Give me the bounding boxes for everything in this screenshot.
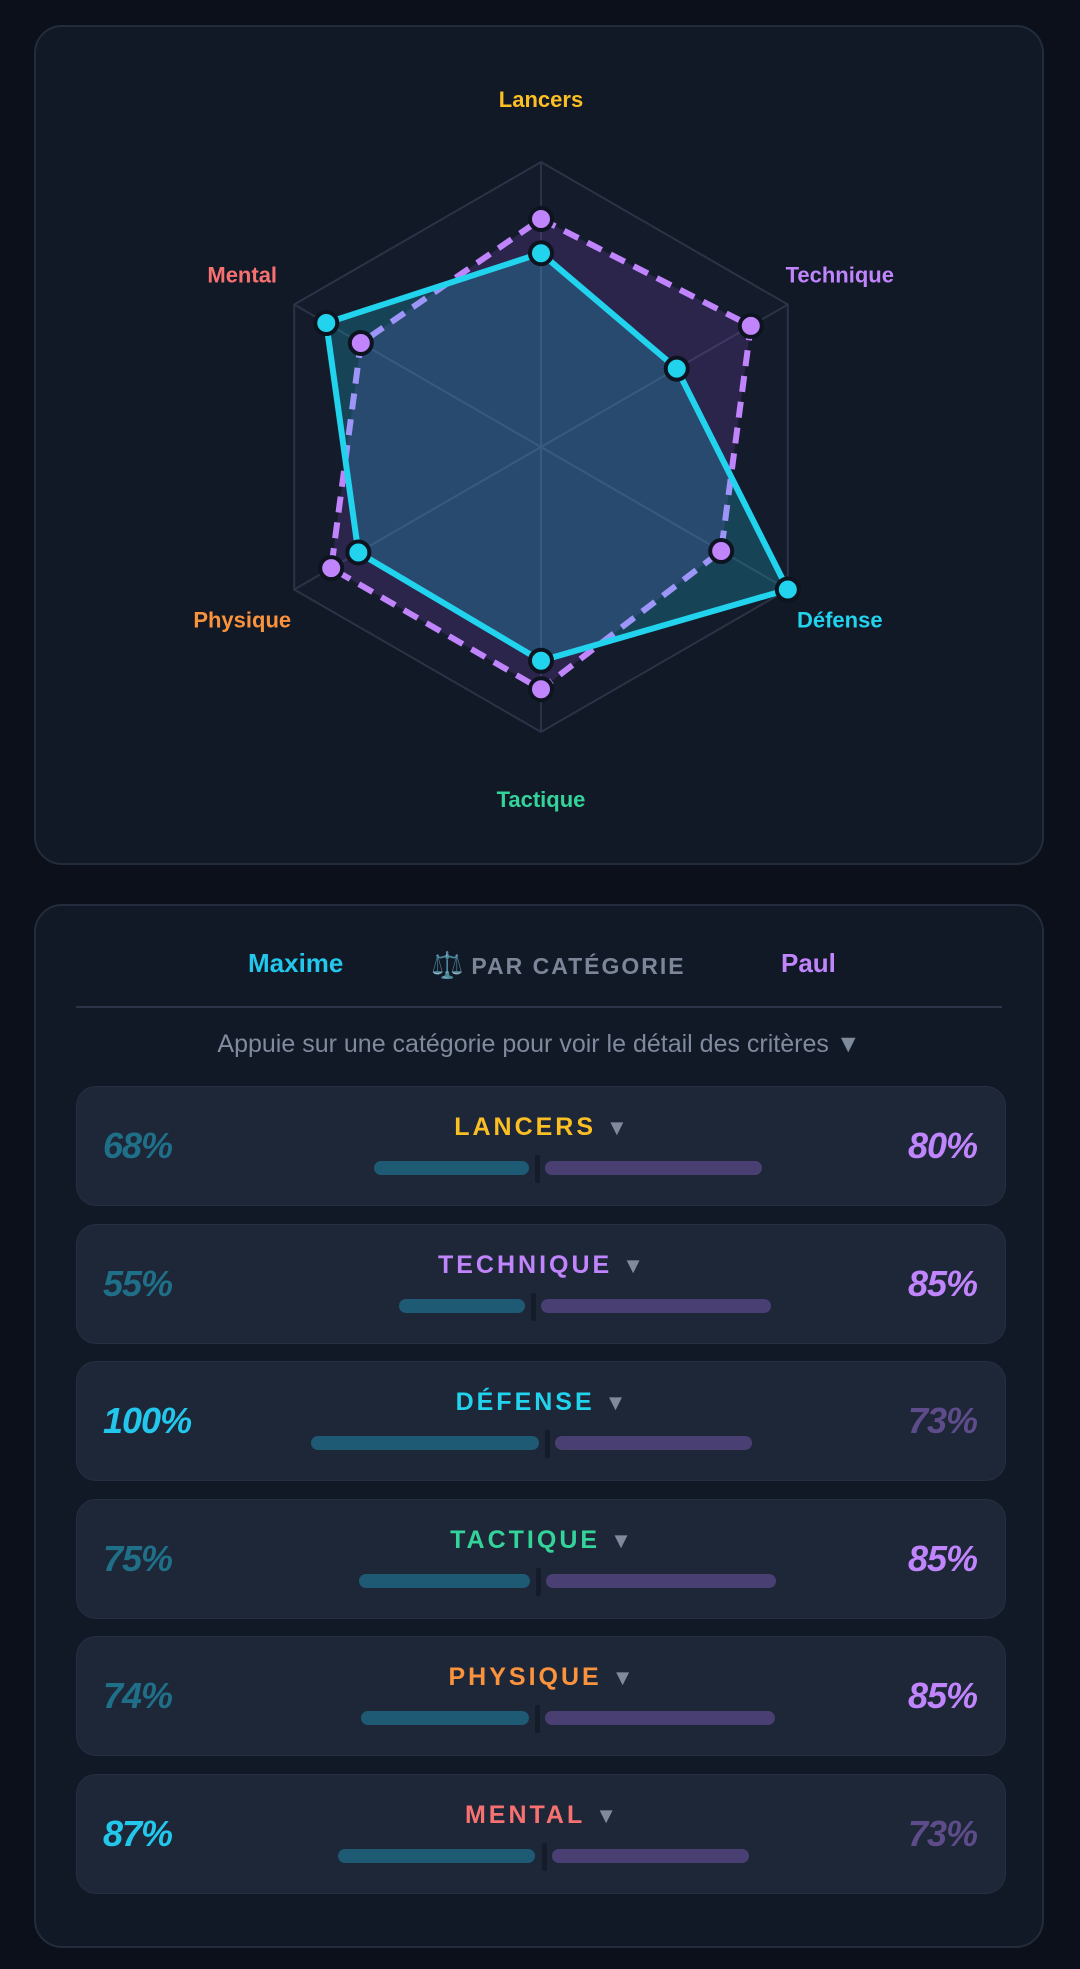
grid-spoke — [540, 446, 789, 591]
right-percentage: 73% — [907, 1400, 978, 1441]
right-percentage: 73% — [907, 1812, 978, 1854]
data-point-paul — [318, 555, 345, 582]
category-name: DÉFENSE — [455, 1388, 595, 1416]
bar-divider — [535, 1567, 541, 1596]
category-row[interactable]: 87% 73% MENTAL ▼ — [76, 1773, 1006, 1894]
data-point-paul — [347, 329, 374, 356]
axis-label-technique: Technique — [786, 263, 894, 288]
right-score-bar — [545, 1573, 776, 1588]
category-label: TACTIQUE ▼ — [77, 1526, 1005, 1555]
section-title: ⚖️ PAR CATÉGORIE — [431, 950, 686, 981]
category-row[interactable]: 100% 73% DÉFENSE ▼ — [76, 1361, 1006, 1481]
data-point-maxime — [528, 240, 554, 267]
left-percentage: 68% — [103, 1125, 173, 1166]
category-label: TECHNIQUE ▼ — [77, 1251, 1005, 1280]
left-percentage: 55% — [103, 1262, 173, 1304]
category-name: LANCERS — [454, 1113, 597, 1141]
data-point-paul — [528, 206, 554, 232]
chevron-down-icon: ▼ — [595, 1802, 618, 1828]
chevron-down-icon: ▼ — [611, 1665, 634, 1690]
bar-divider — [544, 1430, 550, 1458]
axis-label-lancers: Lancers — [499, 87, 583, 112]
data-point-paul — [708, 538, 735, 565]
category-name: TECHNIQUE — [437, 1250, 613, 1279]
category-row[interactable]: 74% 85% PHYSIQUE ▼ — [76, 1636, 1006, 1756]
category-label: MENTAL ▼ — [77, 1801, 1005, 1830]
comparison-card: Maxime ⚖️ PAR CATÉGORIE Paul Appuie sur u… — [34, 904, 1044, 1948]
category-row[interactable]: 68% 80% LANCERS ▼ — [76, 1086, 1006, 1206]
left-score-bar — [399, 1298, 525, 1313]
chevron-down-icon: ▼ — [622, 1252, 644, 1278]
right-score-bar — [540, 1298, 771, 1313]
category-label: DÉFENSE ▼ — [77, 1388, 1005, 1417]
category-name: PHYSIQUE — [448, 1663, 602, 1691]
axis-label-physique: Physique — [193, 608, 291, 633]
right-score-bar — [554, 1436, 753, 1450]
axis-label-défense: Défense — [797, 608, 883, 633]
category-name: MENTAL — [464, 1800, 586, 1829]
right-percentage: 80% — [907, 1125, 978, 1166]
player-left-name: Maxime — [248, 948, 344, 978]
chevron-down-icon: ▼ — [610, 1527, 632, 1553]
left-score-bar — [337, 1848, 536, 1863]
data-point-maxime — [345, 539, 372, 566]
left-percentage: 100% — [103, 1400, 192, 1441]
hint-text: Appuie sur une catégorie pour voir le dé… — [217, 1030, 861, 1058]
axis-label-tactique: Tactique — [497, 787, 586, 812]
right-percentage: 85% — [907, 1675, 978, 1716]
right-score-bar — [545, 1161, 762, 1175]
data-point-paul — [528, 676, 554, 703]
comparison-header: Maxime ⚖️ PAR CATÉGORIE Paul — [76, 906, 1002, 1008]
left-percentage: 74% — [103, 1675, 173, 1716]
left-percentage: 75% — [103, 1537, 173, 1579]
right-score-bar — [545, 1711, 776, 1725]
bar-divider — [535, 1705, 541, 1733]
category-label: PHYSIQUE ▼ — [77, 1663, 1005, 1692]
left-score-bar — [374, 1161, 529, 1175]
section-title-label: PAR CATÉGORIE — [471, 953, 686, 979]
category-name: TACTIQUE — [450, 1525, 601, 1554]
left-percentage: 87% — [103, 1812, 173, 1854]
scale-icon: ⚖️ — [431, 950, 464, 980]
radar-chart: Lancers Technique Défense Tactique Physique M… — [193, 87, 894, 812]
left-score-bar — [358, 1573, 530, 1588]
right-percentage: 85% — [907, 1262, 978, 1304]
data-point-maxime — [528, 647, 554, 674]
category-row[interactable]: 55% 85% TECHNIQUE ▼ — [76, 1223, 1006, 1344]
data-point-paul — [737, 312, 764, 339]
data-point-maxime — [313, 310, 340, 337]
radar-chart-card: Lancers Technique Défense Tactique Physique M… — [34, 25, 1044, 865]
left-score-bar — [311, 1436, 539, 1450]
right-score-bar — [551, 1848, 750, 1863]
left-score-bar — [360, 1711, 530, 1725]
right-percentage: 85% — [907, 1537, 978, 1579]
axis-label-mental: Mental — [207, 263, 277, 288]
chevron-down-icon: ▼ — [604, 1390, 627, 1415]
bar-divider — [530, 1292, 536, 1321]
data-point-maxime — [663, 355, 690, 382]
bar-divider — [535, 1155, 540, 1183]
bar-divider — [541, 1842, 547, 1871]
category-label: LANCERS ▼ — [77, 1113, 1005, 1142]
category-row[interactable]: 75% 85% TACTIQUE ▼ — [76, 1498, 1006, 1619]
data-point-maxime — [774, 576, 801, 603]
chevron-down-icon: ▼ — [606, 1115, 628, 1140]
player-right-name: Paul — [781, 948, 836, 978]
